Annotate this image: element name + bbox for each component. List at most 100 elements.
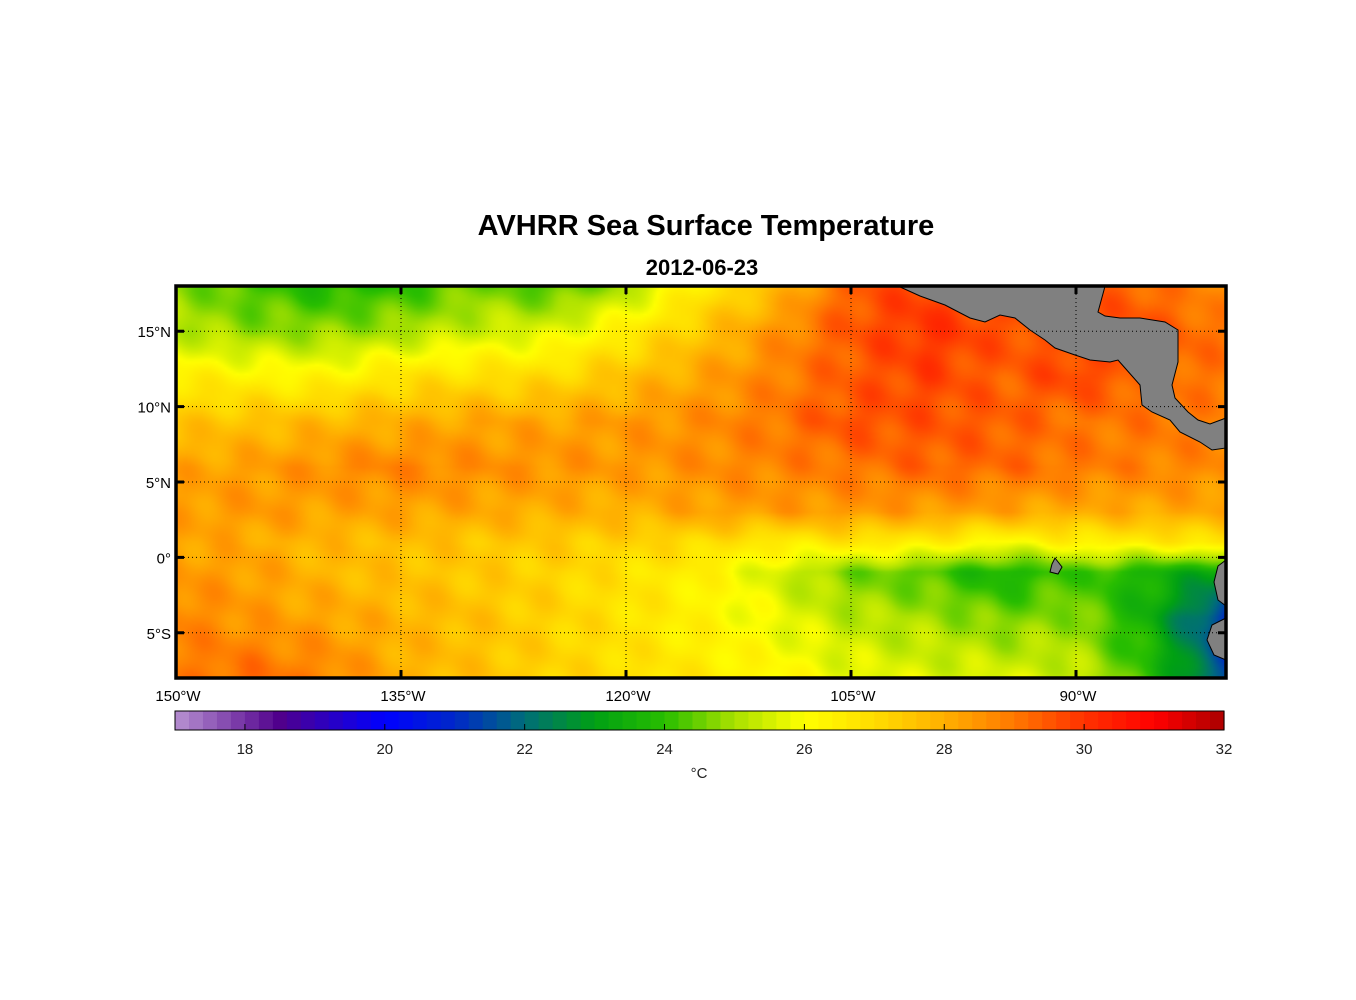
colorbar-swatch <box>1056 711 1071 730</box>
colorbar-swatch <box>804 711 819 730</box>
colorbar-swatch <box>510 711 526 730</box>
colorbar-swatch <box>748 711 764 730</box>
colorbar-swatch <box>244 711 260 730</box>
colorbar-unit: °C <box>691 765 708 782</box>
colorbar-swatch <box>846 711 861 730</box>
colorbar-swatch <box>286 711 302 730</box>
colorbar-swatch <box>1000 711 1015 730</box>
colorbar-swatch <box>258 711 274 730</box>
x-tick-label: 120°W <box>605 688 651 705</box>
colorbar-swatch <box>300 711 316 730</box>
colorbar-swatch <box>650 711 666 730</box>
colorbar-swatch <box>888 711 903 730</box>
colorbar-swatch <box>860 711 875 730</box>
y-tick-label: 5°S <box>147 626 171 643</box>
colorbar-swatch <box>552 711 568 730</box>
colorbar-tick-label: 30 <box>1076 741 1093 758</box>
colorbar-swatch <box>1168 711 1183 730</box>
x-tick-label: 90°W <box>1060 688 1098 705</box>
colorbar-tick-label: 24 <box>656 741 673 758</box>
colorbar-swatch <box>1112 711 1127 730</box>
colorbar-swatch <box>1154 711 1169 730</box>
y-tick-label: 10°N <box>137 400 171 417</box>
colorbar-swatch <box>1014 711 1029 730</box>
colorbar-tick-label: 18 <box>237 741 254 758</box>
colorbar-swatch <box>818 711 833 730</box>
x-tick-label: 105°W <box>830 688 876 705</box>
colorbar-swatch <box>230 711 246 730</box>
colorbar-swatch <box>412 711 428 730</box>
colorbar-swatch <box>216 711 232 730</box>
x-tick-label: 135°W <box>380 688 426 705</box>
colorbar-swatch <box>328 711 344 730</box>
colorbar-swatch <box>1126 711 1141 730</box>
colorbar-swatch <box>1070 711 1085 730</box>
colorbar-swatch <box>272 711 288 730</box>
colorbar-swatch <box>538 711 554 730</box>
colorbar-swatch <box>916 711 931 730</box>
x-tick-label: 150°W <box>155 688 201 705</box>
land-galapagos <box>1049 557 1063 575</box>
land-central-america <box>897 285 1227 451</box>
colorbar-swatch <box>734 711 750 730</box>
colorbar-swatch <box>1028 711 1043 730</box>
y-tick-label: 5°N <box>146 475 171 492</box>
colorbar-swatch <box>706 711 722 730</box>
colorbar-swatch <box>1042 711 1057 730</box>
colorbar-swatch <box>874 711 889 730</box>
axis-ticks: 150°W 135°W 120°W 105°W 90°W 15°N 10°N 5°N 0° 5°S <box>137 286 1226 705</box>
colorbar-tick-label: 20 <box>376 741 393 758</box>
colorbar-swatch <box>972 711 987 730</box>
colorbar-swatch <box>790 711 805 730</box>
colorbar-swatch <box>454 711 470 730</box>
colorbar-swatch <box>1140 711 1155 730</box>
colorbar-swatch <box>678 711 694 730</box>
colorbar-tick-label: 22 <box>516 741 533 758</box>
colorbar-swatch <box>1210 711 1225 730</box>
colorbar-tick-label: 32 <box>1216 741 1233 758</box>
colorbar-swatch <box>1098 711 1113 730</box>
colorbar-frame <box>174 710 1225 731</box>
colorbar-swatch <box>202 711 218 730</box>
colorbar-swatch <box>608 711 624 730</box>
colorbar-swatch <box>356 711 372 730</box>
colorbar-swatch <box>902 711 917 730</box>
y-tick-label: 15°N <box>137 324 171 341</box>
colorbar-swatch <box>384 711 400 730</box>
colorbar: 18 20 22 24 26 28 30 32 <box>174 710 1233 758</box>
colorbar-swatch <box>370 711 386 730</box>
colorbar-swatch <box>986 711 1001 730</box>
land-south-america-north <box>1213 559 1227 607</box>
colorbar-swatch <box>930 711 945 730</box>
colorbar-swatch <box>524 711 540 730</box>
colorbar-swatch <box>440 711 456 730</box>
colorbar-swatch <box>720 711 736 730</box>
colorbar-tick-label: 26 <box>796 741 813 758</box>
colorbar-swatch <box>580 711 596 730</box>
land-south-america-south <box>1206 617 1227 661</box>
colorbar-swatch <box>692 711 708 730</box>
colorbar-swatch <box>468 711 484 730</box>
colorbar-swatch <box>762 711 778 730</box>
chart-subtitle: 2012-06-23 <box>646 255 759 280</box>
colorbar-swatch <box>175 711 190 730</box>
colorbar-swatch <box>1182 711 1197 730</box>
colorbar-swatch <box>776 711 792 730</box>
colorbar-swatch <box>1084 711 1099 730</box>
colorbar-swatch <box>594 711 610 730</box>
colorbar-swatch <box>314 711 330 730</box>
gridlines <box>176 286 1226 678</box>
colorbar-swatch <box>944 711 959 730</box>
colorbar-swatch <box>636 711 652 730</box>
colorbar-swatch <box>482 711 498 730</box>
y-tick-label: 0° <box>157 550 171 567</box>
colorbar-swatch <box>566 711 582 730</box>
colorbar-swatch <box>1196 711 1211 730</box>
chart-title: AVHRR Sea Surface Temperature <box>478 210 935 242</box>
land-masses <box>897 285 1227 661</box>
colorbar-swatch <box>188 711 204 730</box>
colorbar-tick-label: 28 <box>936 741 953 758</box>
colorbar-swatch <box>832 711 847 730</box>
colorbar-swatch <box>342 711 358 730</box>
